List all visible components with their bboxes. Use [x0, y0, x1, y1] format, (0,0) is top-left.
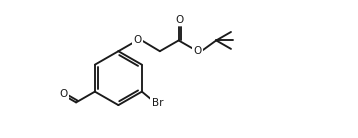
Text: O: O — [176, 15, 184, 25]
Text: Br: Br — [152, 98, 163, 108]
Text: O: O — [59, 89, 67, 99]
Text: O: O — [133, 35, 141, 45]
Text: O: O — [193, 46, 202, 56]
